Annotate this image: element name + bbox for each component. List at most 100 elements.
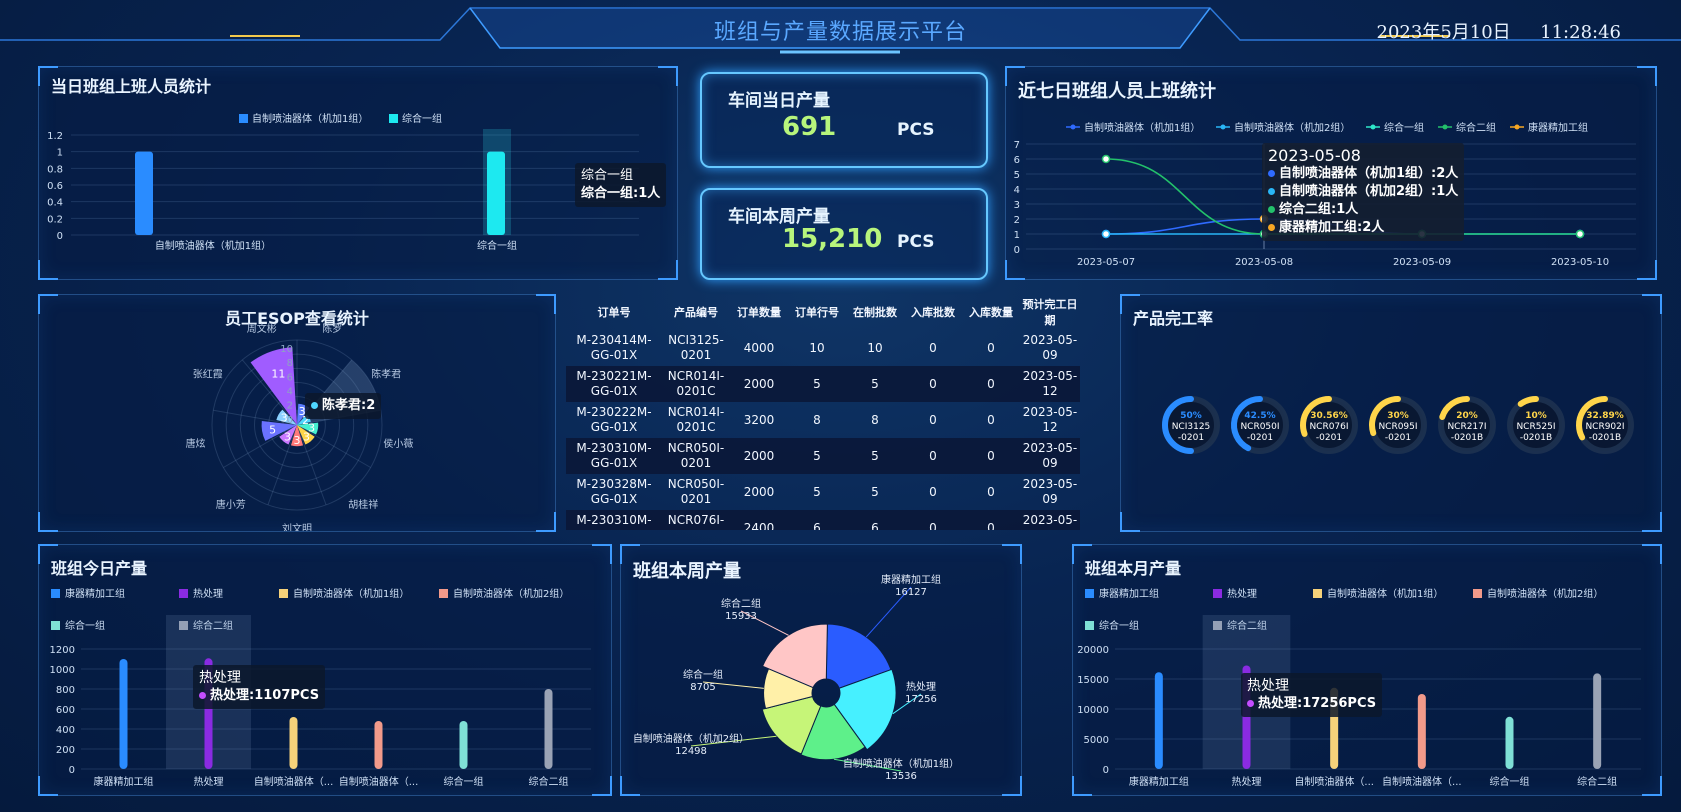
gauge-percent: 42.5% <box>1244 411 1275 421</box>
table-cell: 10 <box>809 340 825 355</box>
table-cell: 5 <box>788 366 846 402</box>
y-tick-label: 7 <box>1014 140 1020 151</box>
r-tick-label: 0 <box>287 415 293 426</box>
attendance-today-chart: 自制喷油器体（机加1组） 综合一组 0 0.2 0.4 0.6 0.8 1 1.2 自制喷油器体（… <box>47 112 639 252</box>
pie-label-name: 康器精加工组 <box>881 573 941 586</box>
table-row[interactable]: M-230222M-GG-01X NCR014I-0201C 3200 8 8 0 0 202… <box>566 402 1080 438</box>
attendance-today-panel: 当日班组上班人员统计 自制喷油器体（机加1组） 综合一组 0 0.2 0.4 0.6 0.8… <box>38 66 678 280</box>
pie-slice <box>825 623 892 689</box>
table-cell: 5 <box>788 438 846 474</box>
table-cell: 2023-05-09 <box>1020 510 1080 530</box>
y-tick-label: 0 <box>1014 245 1020 256</box>
table-cell: 10 <box>867 340 883 355</box>
pie-label-value: 15933 <box>725 611 757 622</box>
r-tick-label: 2 <box>287 401 293 412</box>
column-header: 订单数量 <box>737 306 781 319</box>
legend-swatch <box>1213 621 1222 630</box>
x-tick-label: 热处理 <box>194 775 224 788</box>
pie-label-line <box>865 586 912 638</box>
pie-label-line <box>690 735 777 747</box>
table-row[interactable]: M-230221M-GG-01X NCR014I-0201C 2000 5 5 0 0 202… <box>566 366 1080 402</box>
pie-label-name: 自制喷油器体（机加1组） <box>843 757 959 770</box>
pie-slice <box>763 668 814 710</box>
table-cell: 0 <box>987 484 995 499</box>
panel-title: 班组今日产量 <box>51 559 148 578</box>
bar <box>289 717 298 769</box>
tooltip-line: 自制喷油器体（机加1组）:2人 <box>1268 165 1458 183</box>
bar <box>119 659 128 769</box>
polar-spoke <box>267 424 298 506</box>
completion-gauges: 50%NCI3125-020142.5%NCR050I-020130.56%NC… <box>1162 396 1634 454</box>
pie-slice <box>761 623 828 689</box>
gauge-label: NCR076I <box>1309 422 1348 432</box>
r-tick-label: 10 <box>280 344 293 355</box>
legend-label: 综合一组 <box>402 112 442 125</box>
table-row[interactable]: M-230310M-GG-01X NCR050I-0201 2000 5 5 0 0 2023… <box>566 438 1080 474</box>
tooltip-dot <box>1268 188 1275 195</box>
legend-label: 热处理 <box>193 587 223 600</box>
r-tick-label: 8 <box>287 358 293 369</box>
polar-bar <box>290 425 304 447</box>
table-row[interactable]: M-230328M-GG-01X NCR050I-0201 2000 5 5 0 0 2023… <box>566 474 1080 510</box>
legend-label: 康器精加工组 <box>65 587 125 600</box>
x-tick-label: 自制喷油器体（... <box>1382 775 1462 788</box>
bar <box>135 151 153 235</box>
x-tick-label: 综合一组 <box>477 239 517 252</box>
legend-dot <box>1220 124 1226 130</box>
polar-spoke <box>296 424 371 468</box>
pie-label-name: 热处理 <box>906 680 936 693</box>
bar-value-label: 3 <box>308 422 315 435</box>
today-output-chart: 康器精加工组热处理自制喷油器体（机加1组）自制喷油器体（机加2组）综合一组综合二… <box>50 587 591 788</box>
bar <box>374 721 383 769</box>
table-row[interactable]: M-230310M-GG-01XNCR076I-0201240066002023… <box>566 510 1080 530</box>
week-output-panel: 班组本周产量 康器精加工组 16127 热处理 17256 自制喷油器体（机加1组） 13… <box>620 544 1022 796</box>
header: 班组与产量数据展示平台 2023年5月10日 11:28:46 <box>0 0 1681 58</box>
pie-label-line <box>740 610 789 636</box>
y-tick-label: 2 <box>1014 215 1020 226</box>
tooltip-line: 综合二组:1人 <box>1268 201 1458 219</box>
category-label: 周文彬 <box>247 322 277 335</box>
r-tick-label: 4 <box>287 387 293 398</box>
table-cell: 3200 <box>743 412 775 427</box>
y-tick-label: 4 <box>1014 185 1020 196</box>
legend-label: 康器精加工组 <box>1099 587 1159 600</box>
pie-slice <box>833 668 897 751</box>
x-tick-label: 康器精加工组 <box>94 775 154 788</box>
y-tick-label: 6 <box>1014 155 1020 166</box>
column-header: 订单号 <box>597 306 631 319</box>
x-tick-label: 2023-05-10 <box>1551 257 1609 268</box>
table-row[interactable]: M-230414M-GG-01X NCI3125-0201 4000 10 10 0 0 20… <box>566 330 1080 366</box>
legend-swatch <box>1213 589 1222 598</box>
bar-value-label: 5 <box>269 423 276 436</box>
table-cell: 0 <box>904 438 962 474</box>
pie-label-name: 自制喷油器体（机加2组） <box>633 732 749 745</box>
legend-label: 综合一组 <box>1099 619 1139 632</box>
gauge-label: NCR525I <box>1516 422 1555 432</box>
panel-title: 员工ESOP查看统计 <box>225 309 369 328</box>
chart-tooltip: 热处理 热处理:1107PCS <box>193 665 326 709</box>
legend-swatch <box>239 114 248 123</box>
polar-bar <box>250 347 297 425</box>
y-tick-label: 400 <box>56 725 75 736</box>
chart-tooltip: 陈孝君:2 <box>305 393 382 419</box>
table-cell: 2400 <box>730 510 788 530</box>
gauge-label: -0201B <box>1589 433 1621 443</box>
column-header: 订单行号 <box>795 306 839 319</box>
bar <box>487 151 505 235</box>
table-cell: 6 <box>788 510 846 530</box>
orders-table: 订单号 产品编号 订单数量 订单行号 在制批数 入库批数 入库数量 预计完工日期 M-23041… <box>566 294 1080 530</box>
y-tick-label: 1.2 <box>47 131 63 142</box>
gauge-label: NCI3125 <box>1172 422 1211 432</box>
legend-label: 自制喷油器体（机加1组） <box>252 112 368 125</box>
gauge-label: -0201 <box>1247 433 1273 443</box>
table-cell: 0 <box>904 510 962 530</box>
y-tick-label: 0 <box>69 765 75 776</box>
y-tick-label: 0.8 <box>47 164 63 175</box>
header-frame <box>0 7 1681 54</box>
kpi-value: 15,210 <box>782 224 883 254</box>
gauge-percent: 10% <box>1525 411 1547 421</box>
tooltip-text: 自制喷油器体（机加2组）:1人 <box>1279 184 1459 199</box>
polar-ring <box>239 367 355 483</box>
y-tick-label: 5 <box>1014 170 1020 181</box>
polar-ring <box>225 353 369 497</box>
